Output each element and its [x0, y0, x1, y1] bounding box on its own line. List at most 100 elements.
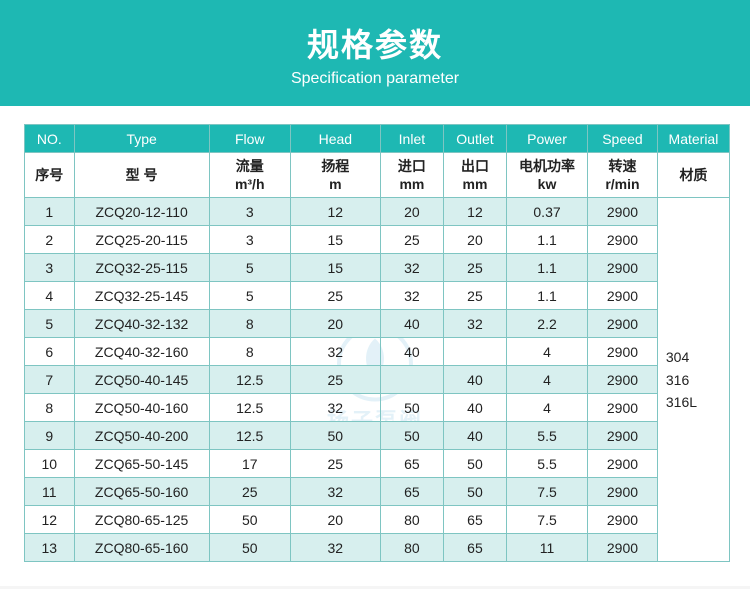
cell-outlet: 40: [443, 366, 506, 394]
cell-head: 15: [290, 226, 380, 254]
col-outlet-cn: 出口mm: [443, 153, 506, 198]
cell-inlet: 50: [380, 394, 443, 422]
cell-speed: 2900: [588, 366, 658, 394]
cell-head: 25: [290, 282, 380, 310]
cell-no: 2: [25, 226, 75, 254]
table-row: 2ZCQ25-20-11531525201.12900: [25, 226, 730, 254]
cell-power: 1.1: [506, 226, 587, 254]
col-power-en: Power: [506, 125, 587, 153]
cell-flow: 3: [209, 226, 290, 254]
cell-inlet: [380, 366, 443, 394]
table-row: 1ZCQ20-12-11031220120.372900304316316L: [25, 198, 730, 226]
cell-inlet: 40: [380, 310, 443, 338]
cell-outlet: 25: [443, 254, 506, 282]
cell-no: 5: [25, 310, 75, 338]
cell-outlet: 50: [443, 450, 506, 478]
table-row: 5ZCQ40-32-13282040322.22900: [25, 310, 730, 338]
table-row: 10ZCQ65-50-145172565505.52900: [25, 450, 730, 478]
cell-outlet: 65: [443, 506, 506, 534]
cell-outlet: 12: [443, 198, 506, 226]
cell-speed: 2900: [588, 338, 658, 366]
cell-inlet: 50: [380, 422, 443, 450]
cell-flow: 50: [209, 534, 290, 562]
cell-flow: 3: [209, 198, 290, 226]
table-row: 6ZCQ40-32-1608324042900: [25, 338, 730, 366]
cell-no: 9: [25, 422, 75, 450]
cell-power: 4: [506, 338, 587, 366]
cell-power: 4: [506, 366, 587, 394]
cell-head: 25: [290, 450, 380, 478]
cell-outlet: 20: [443, 226, 506, 254]
cell-speed: 2900: [588, 254, 658, 282]
cell-power: 0.37: [506, 198, 587, 226]
cell-inlet: 80: [380, 506, 443, 534]
header-title: 规格参数: [0, 20, 750, 66]
table-row: 9ZCQ50-40-20012.55050405.52900: [25, 422, 730, 450]
cell-head: 20: [290, 310, 380, 338]
cell-speed: 2900: [588, 534, 658, 562]
cell-head: 50: [290, 422, 380, 450]
table-container: 扬子泵阀 TEL: 400-558-2517 NO. Type Flow Hea…: [0, 106, 750, 586]
cell-head: 15: [290, 254, 380, 282]
cell-outlet: 40: [443, 394, 506, 422]
cell-inlet: 20: [380, 198, 443, 226]
table-row: 13ZCQ80-65-16050328065112900: [25, 534, 730, 562]
cell-flow: 5: [209, 254, 290, 282]
col-material-cn: 材质: [657, 153, 729, 198]
cell-inlet: 32: [380, 282, 443, 310]
cell-outlet: 32: [443, 310, 506, 338]
cell-speed: 2900: [588, 226, 658, 254]
cell-head: 20: [290, 506, 380, 534]
cell-type: ZCQ50-40-200: [74, 422, 209, 450]
cell-inlet: 25: [380, 226, 443, 254]
cell-no: 13: [25, 534, 75, 562]
cell-head: 32: [290, 338, 380, 366]
spec-table: NO. Type Flow Head Inlet Outlet Power Sp…: [24, 124, 730, 562]
header-row-en: NO. Type Flow Head Inlet Outlet Power Sp…: [25, 125, 730, 153]
cell-power: 5.5: [506, 422, 587, 450]
col-power-cn: 电机功率kw: [506, 153, 587, 198]
cell-no: 3: [25, 254, 75, 282]
cell-speed: 2900: [588, 282, 658, 310]
cell-outlet: 65: [443, 534, 506, 562]
col-type-en: Type: [74, 125, 209, 153]
table-row: 12ZCQ80-65-125502080657.52900: [25, 506, 730, 534]
cell-no: 4: [25, 282, 75, 310]
cell-flow: 12.5: [209, 422, 290, 450]
cell-type: ZCQ40-32-160: [74, 338, 209, 366]
page-header: 规格参数 Specification parameter: [0, 0, 750, 106]
cell-type: ZCQ80-65-160: [74, 534, 209, 562]
cell-type: ZCQ50-40-145: [74, 366, 209, 394]
cell-inlet: 65: [380, 478, 443, 506]
cell-speed: 2900: [588, 198, 658, 226]
cell-type: ZCQ32-25-145: [74, 282, 209, 310]
col-inlet-en: Inlet: [380, 125, 443, 153]
cell-power: 1.1: [506, 254, 587, 282]
col-no-en: NO.: [25, 125, 75, 153]
cell-inlet: 32: [380, 254, 443, 282]
cell-outlet: 50: [443, 478, 506, 506]
cell-flow: 5: [209, 282, 290, 310]
table-row: 11ZCQ65-50-160253265507.52900: [25, 478, 730, 506]
col-speed-cn: 转速r/min: [588, 153, 658, 198]
col-head-cn: 扬程m: [290, 153, 380, 198]
cell-no: 12: [25, 506, 75, 534]
col-no-cn: 序号: [25, 153, 75, 198]
cell-type: ZCQ65-50-160: [74, 478, 209, 506]
cell-no: 10: [25, 450, 75, 478]
col-inlet-cn: 进口mm: [380, 153, 443, 198]
cell-speed: 2900: [588, 506, 658, 534]
cell-speed: 2900: [588, 478, 658, 506]
col-head-en: Head: [290, 125, 380, 153]
col-speed-en: Speed: [588, 125, 658, 153]
cell-outlet: 25: [443, 282, 506, 310]
cell-head: 32: [290, 394, 380, 422]
cell-type: ZCQ50-40-160: [74, 394, 209, 422]
cell-inlet: 65: [380, 450, 443, 478]
table-row: 3ZCQ32-25-11551532251.12900: [25, 254, 730, 282]
col-flow-en: Flow: [209, 125, 290, 153]
cell-speed: 2900: [588, 394, 658, 422]
header-subtitle: Specification parameter: [0, 70, 750, 88]
cell-flow: 12.5: [209, 394, 290, 422]
cell-flow: 8: [209, 310, 290, 338]
